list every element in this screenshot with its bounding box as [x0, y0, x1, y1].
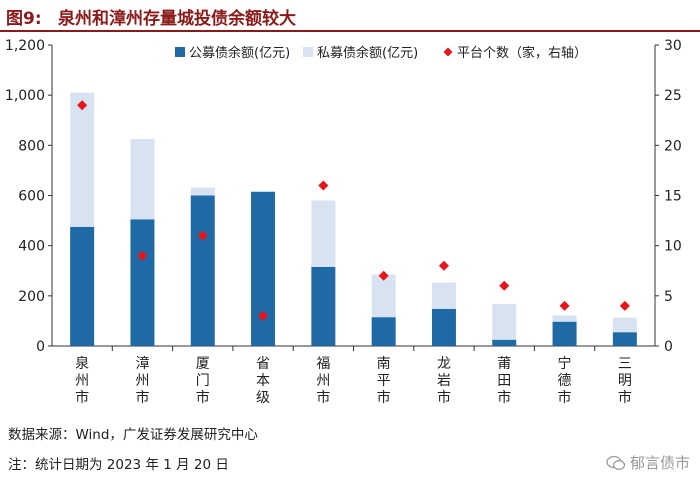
legend-swatch	[443, 47, 453, 57]
watermark: 郁言债市	[606, 452, 690, 473]
y-tick-label: 600	[18, 189, 45, 205]
y-tick-label: 0	[36, 339, 45, 355]
bar-public	[190, 195, 215, 346]
y2-tick-label: 0	[664, 339, 673, 355]
bar-private	[612, 317, 637, 333]
x-tick-label: 莆田市	[497, 356, 511, 406]
marker-platform-count	[258, 310, 269, 321]
bar-public	[552, 321, 577, 346]
y-tick-label: 400	[18, 239, 45, 255]
watermark-text: 郁言债市	[629, 454, 690, 472]
legend-label: 公募债余额(亿元)	[189, 45, 290, 61]
marker-platform-count	[197, 230, 208, 241]
y-tick-label: 1,000	[5, 88, 45, 104]
figure-label: 图9:	[6, 9, 42, 29]
x-tick-label: 龙岩市	[437, 356, 451, 406]
bar-public	[311, 266, 336, 346]
chart-svg: 0 200 400 600 800 1,000 1,200 0 5 10 15 20 25 30 泉州市 漳州…	[5, 38, 682, 406]
x-tick-label: 宁德市	[558, 355, 572, 406]
x-tick-label: 厦门市	[196, 356, 210, 406]
x-tick-label: 泉州市	[75, 355, 89, 406]
bar-public	[612, 332, 637, 346]
x-tick-label: 南平市	[377, 356, 391, 406]
marker-platform-count	[137, 250, 148, 261]
y2-tick-label: 20	[664, 138, 682, 154]
marker-platform-count	[619, 300, 630, 311]
bar-public	[371, 317, 396, 346]
bar-public	[431, 308, 456, 346]
x-tick-label: 漳州市	[135, 355, 149, 406]
bar-private	[311, 200, 336, 267]
bar-public	[251, 191, 276, 346]
date-note: 注：统计日期为 2023 年 1 月 20 日	[8, 457, 229, 473]
marker-platform-count	[77, 100, 88, 111]
y-tick-label: 1,200	[5, 38, 45, 54]
bar-private	[130, 139, 155, 220]
bar-private	[552, 315, 577, 322]
x-tick-label: 省本级	[256, 356, 270, 406]
y-tick-label: 200	[18, 289, 45, 305]
x-tick-label: 福州市	[316, 356, 330, 406]
bar-private	[371, 274, 396, 318]
x-tick-label: 三明市	[618, 356, 632, 406]
legend-swatch	[303, 47, 313, 57]
legend-swatch	[175, 47, 185, 57]
bar-private	[70, 92, 95, 227]
bar-private	[492, 303, 517, 340]
marker-platform-count	[559, 300, 570, 311]
source-note: 数据来源：Wind，广发证券发展研究中心	[8, 427, 258, 443]
bar-private	[190, 187, 215, 196]
bar-public	[70, 226, 95, 346]
y2-tick-label: 10	[664, 239, 682, 255]
y2-tick-label: 15	[664, 189, 682, 205]
wechat-icon	[606, 455, 626, 470]
y2-tick-label: 30	[664, 38, 682, 54]
bar-public	[492, 339, 517, 346]
legend-label: 私募债余额(亿元)	[317, 45, 418, 61]
bar-private	[431, 282, 456, 309]
y-tick-label: 800	[18, 138, 45, 154]
bar-public	[130, 219, 155, 346]
marker-platform-count	[438, 260, 449, 271]
legend-label: 平台个数（家，右轴）	[457, 45, 587, 61]
marker-platform-count	[499, 280, 510, 291]
marker-platform-count	[378, 270, 389, 281]
marker-platform-count	[318, 180, 329, 191]
y2-tick-label: 25	[664, 88, 682, 104]
y2-tick-label: 5	[664, 289, 673, 305]
figure-title-bar: 图9: 泉州和漳州存量城投债余额较大	[0, 0, 700, 32]
figure-title: 泉州和漳州存量城投债余额较大	[58, 9, 296, 29]
